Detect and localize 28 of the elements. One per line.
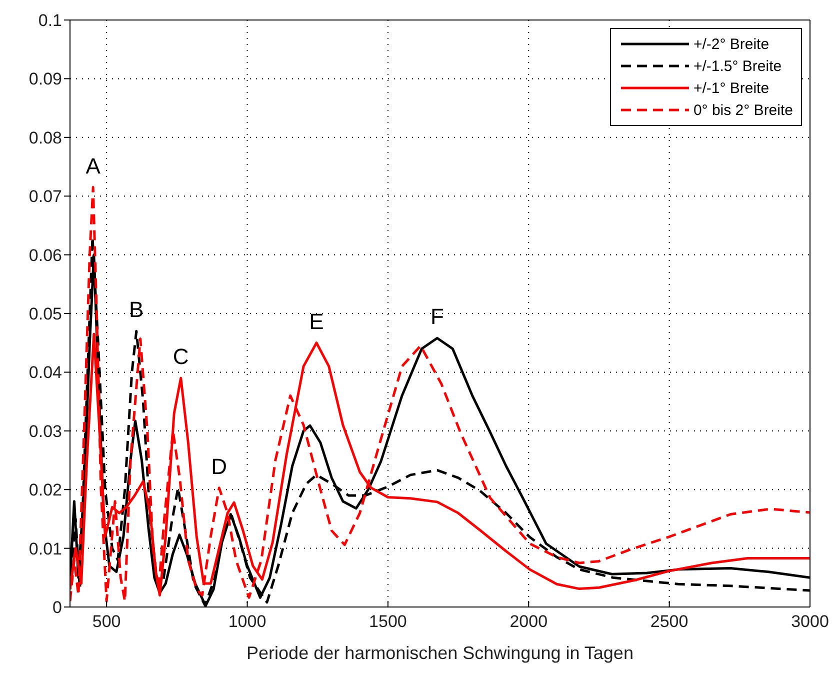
x-tick-label: 3000 [791, 612, 829, 632]
x-tick-label: 1500 [369, 612, 407, 632]
y-tick-label: 0.01 [28, 539, 62, 558]
x-tick-label: 1000 [228, 612, 266, 632]
legend-label: +/-1° Breite [693, 80, 770, 96]
annotation: F [430, 304, 444, 330]
annotation: E [309, 308, 324, 334]
legend-label: +/-1.5° Breite [693, 58, 782, 74]
y-tick-label: 0.04 [28, 363, 62, 382]
annotation: B [129, 297, 144, 322]
y-tick-label: 0.08 [28, 128, 62, 148]
y-tick-label: 0.05 [28, 304, 62, 324]
annotation: A [86, 153, 101, 178]
y-tick-label: 0.02 [28, 480, 62, 500]
annotation: C [172, 344, 189, 370]
x-tick-label: 2000 [510, 612, 548, 632]
x-axis-title: Periode der harmonischen Schwingung in Tagen [246, 643, 634, 663]
y-tick-label: 0 [52, 598, 62, 618]
y-tick-label: 0.09 [28, 70, 62, 89]
y-tick-label: 0.1 [38, 11, 62, 30]
legend-label: 0° bis 2° Breite [693, 102, 793, 118]
x-tick-label: 2500 [650, 612, 688, 632]
y-tick-label: 0.06 [28, 246, 62, 265]
x-tick-label: 500 [92, 612, 121, 632]
y-tick-label: 0.03 [28, 422, 62, 441]
y-tick-label: 0.07 [28, 187, 62, 206]
legend-label: +/-2° Breite [693, 36, 770, 52]
annotation: D [211, 454, 228, 479]
